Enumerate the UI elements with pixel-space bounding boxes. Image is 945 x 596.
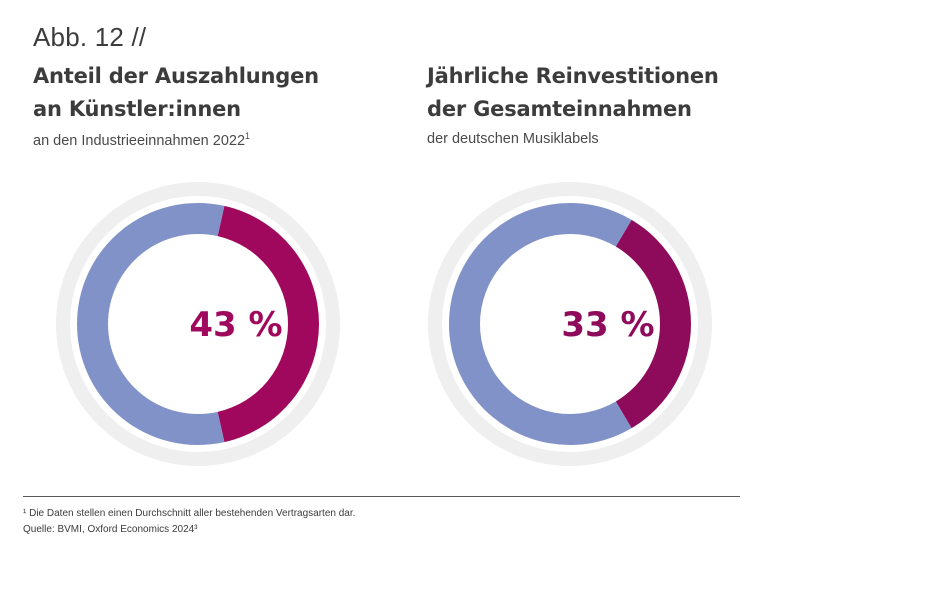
chart-2-subtitle-text: der deutschen Musiklabels bbox=[427, 131, 599, 147]
chart-2-title-line2: der Gesamteinnahmen bbox=[427, 97, 692, 121]
chart-1-title-line2: an Künstler:innen bbox=[33, 97, 241, 121]
outer-ring bbox=[56, 182, 340, 466]
chart-1-title: Anteil der Auszahlungen an Künstler:inne… bbox=[33, 60, 319, 126]
outer-ring bbox=[428, 182, 712, 466]
chart-2-title: Jährliche Reinvestitionen der Gesamteinn… bbox=[427, 60, 719, 126]
chart-2-title-line1: Jährliche Reinvestitionen bbox=[427, 64, 719, 88]
donut-chart-2: 33 % bbox=[428, 182, 712, 466]
percentage-label: 33 % bbox=[561, 305, 654, 345]
chart-1-subtitle-text: an den Industrieeinnahmen 2022 bbox=[33, 132, 246, 149]
percentage-label: 43 % bbox=[189, 305, 282, 345]
footer-divider bbox=[23, 496, 740, 497]
source-note: Quelle: BVMI, Oxford Economics 2024³ bbox=[23, 524, 198, 535]
chart-2-subtitle: der deutschen Musiklabels bbox=[427, 131, 599, 147]
chart-1-title-line1: Anteil der Auszahlungen bbox=[33, 64, 319, 88]
chart-1-subtitle-footnote-marker: 1 bbox=[245, 131, 251, 141]
donut-slice-rest bbox=[448, 202, 632, 445]
chart-1-subtitle: an den Industrieeinnahmen 20221 bbox=[33, 131, 250, 149]
donut-slice-rest bbox=[76, 203, 225, 446]
donut-chart-1: 43 % bbox=[56, 182, 340, 466]
donut-slice-reinvestition bbox=[615, 219, 691, 429]
footnote: ¹ Die Daten stellen einen Durchschnitt a… bbox=[23, 508, 356, 519]
donut-slice-anteil bbox=[217, 205, 319, 443]
figure-label: Abb. 12 // bbox=[33, 22, 147, 52]
